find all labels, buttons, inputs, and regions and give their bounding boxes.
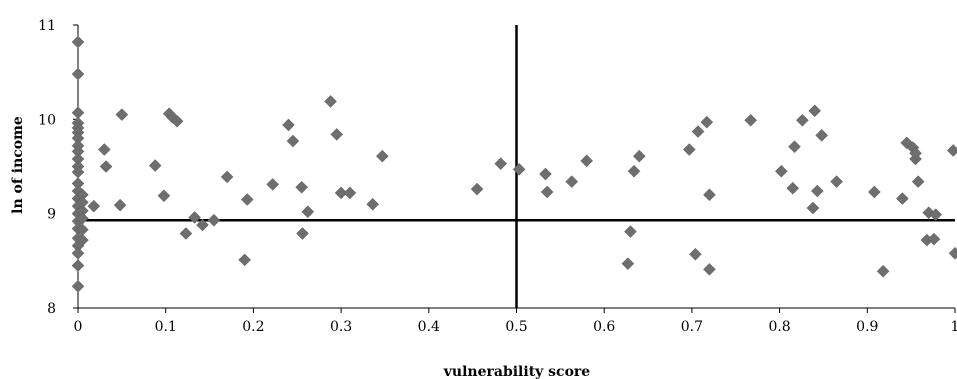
y-axis-title: ln of income <box>10 116 26 214</box>
data-point <box>238 253 251 267</box>
data-point <box>87 199 101 213</box>
x-tick-label: 0.2 <box>242 319 264 335</box>
y-tick-label: 8 <box>47 301 56 317</box>
data-point <box>115 108 129 121</box>
data-point <box>282 118 295 132</box>
data-point <box>470 182 484 196</box>
data-point <box>494 157 508 171</box>
data-point <box>334 186 348 200</box>
data-point <box>188 211 201 224</box>
data-point <box>796 113 809 127</box>
y-tick-label: 11 <box>38 18 56 34</box>
data-point <box>806 201 820 215</box>
x-tick-label: 0.8 <box>768 319 790 335</box>
data-point <box>808 104 822 118</box>
data-point <box>580 154 594 168</box>
svg-text:ln of income: ln of income <box>10 116 26 214</box>
data-point <box>220 170 234 184</box>
data-point <box>896 192 909 205</box>
data-point <box>810 184 824 198</box>
x-tick-label: 0.4 <box>418 319 440 335</box>
data-point <box>366 197 380 211</box>
data-point <box>375 149 389 163</box>
data-point <box>113 198 127 212</box>
x-tick-label: 0.7 <box>681 319 703 335</box>
data-point <box>929 208 943 221</box>
data-point <box>71 67 85 81</box>
data-point <box>627 164 641 178</box>
data-point <box>512 162 526 176</box>
data-point <box>815 129 829 142</box>
data-point <box>911 175 925 188</box>
x-tick-label: 0 <box>74 319 83 335</box>
data-point <box>948 246 957 260</box>
x-tick-label: 0.5 <box>505 319 527 335</box>
data-point <box>99 160 113 173</box>
data-point <box>876 264 890 278</box>
x-tick-label: 0.9 <box>856 319 878 335</box>
data-point <box>295 180 308 194</box>
data-point <box>539 167 552 181</box>
data-point <box>830 175 843 188</box>
data-point <box>157 189 171 203</box>
x-tick-label: 0.1 <box>155 319 177 335</box>
data-point <box>296 227 309 240</box>
data-point <box>343 186 357 200</box>
data-point <box>621 257 635 271</box>
data-point <box>786 181 800 195</box>
x-tick-label: 0.3 <box>330 319 352 335</box>
data-point <box>207 213 221 227</box>
data-point <box>565 175 579 188</box>
data-point <box>700 115 714 129</box>
data-point <box>788 140 801 154</box>
data-point <box>196 218 209 232</box>
data-point <box>624 225 637 238</box>
data-point <box>540 185 554 199</box>
data-point <box>266 178 280 191</box>
data-point <box>71 35 85 49</box>
data-point <box>71 259 85 272</box>
data-point <box>76 195 89 209</box>
y-tick-label: 10 <box>38 112 56 128</box>
data-point <box>179 227 193 240</box>
data-point <box>946 144 957 157</box>
data-point <box>691 125 705 138</box>
data-point <box>301 205 315 219</box>
data-point <box>97 143 111 156</box>
data-point <box>927 232 941 246</box>
data-point <box>324 95 337 108</box>
data-points <box>71 35 957 293</box>
tick-labels: 0 0.1 0.2 0.3 0.4 0.5 0.6 0.7 0.8 0.9 1 8 9 10 11 <box>38 18 957 335</box>
data-point <box>71 279 85 293</box>
data-point <box>867 185 881 199</box>
data-point <box>148 159 162 172</box>
data-point <box>689 247 702 261</box>
data-point <box>703 262 716 276</box>
data-point <box>286 134 300 148</box>
data-point <box>76 233 89 247</box>
x-axis-title: vulnerability score <box>443 364 591 379</box>
data-point <box>744 113 758 127</box>
y-tick-label: 9 <box>47 207 56 223</box>
data-point <box>240 193 254 206</box>
data-point <box>330 128 344 141</box>
data-point <box>703 188 716 202</box>
data-point <box>775 164 788 178</box>
x-tick-label: 0.6 <box>593 319 615 335</box>
data-point <box>71 246 85 260</box>
x-tick-label: 1 <box>951 319 957 335</box>
data-point <box>682 143 696 156</box>
data-point <box>632 149 646 163</box>
data-point <box>170 114 184 128</box>
data-point <box>909 146 922 160</box>
